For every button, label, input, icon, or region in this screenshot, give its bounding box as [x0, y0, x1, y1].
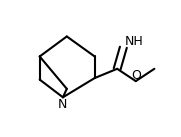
- Text: N: N: [58, 98, 68, 111]
- Text: O: O: [131, 69, 141, 82]
- Text: NH: NH: [125, 35, 144, 48]
